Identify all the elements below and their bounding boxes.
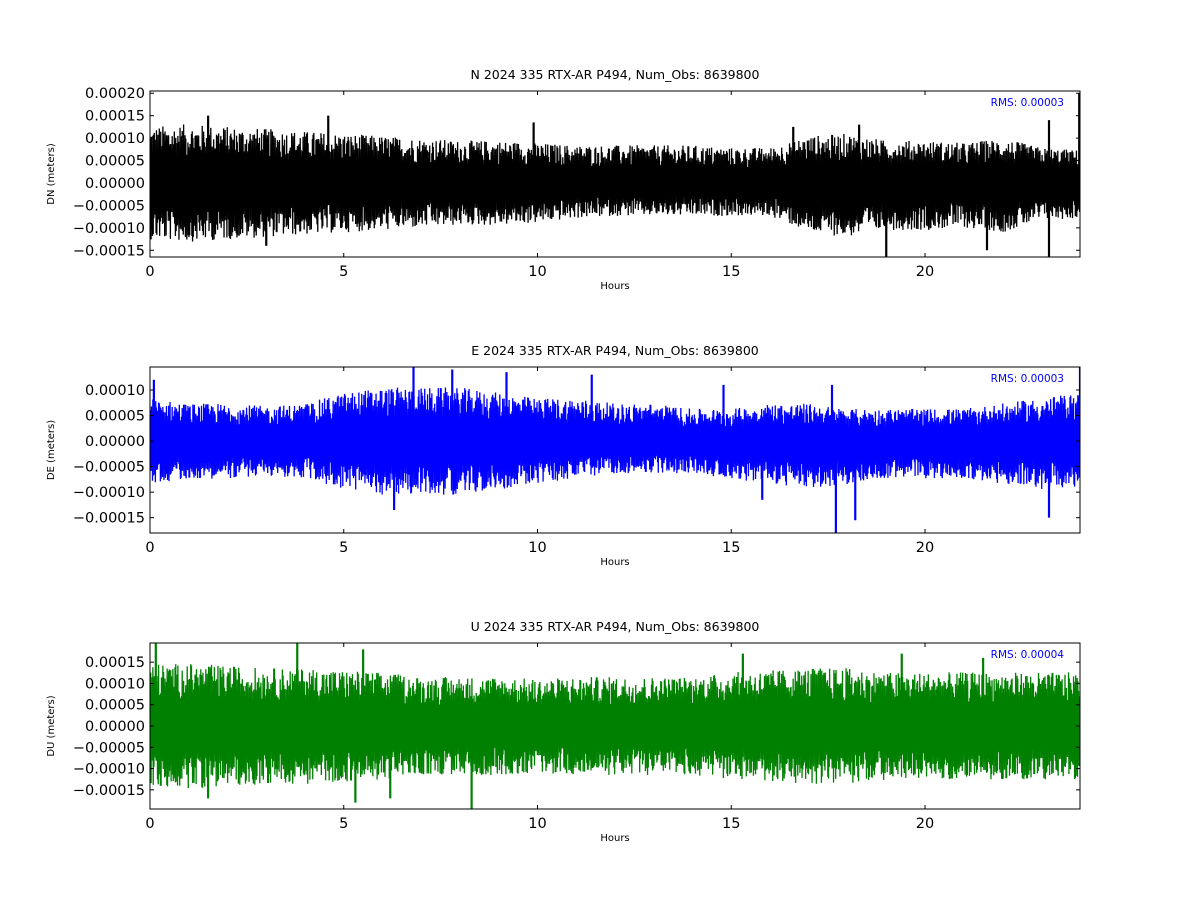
x-tick-label: 5 xyxy=(339,816,348,832)
y-tick-label: 0.00010 xyxy=(85,131,145,147)
rms-annotation: RMS: 0.00003 xyxy=(991,97,1064,109)
x-tick-label: 15 xyxy=(722,264,740,280)
y-tick-label: 0.00005 xyxy=(85,698,145,714)
x-tick-label: 10 xyxy=(528,540,546,556)
y-tick-label: 0.00010 xyxy=(85,676,145,692)
y-tick-label: −0.00005 xyxy=(73,198,145,214)
y-tick-label: 0.00005 xyxy=(85,409,145,425)
x-tick-label: 15 xyxy=(722,540,740,556)
y-tick-label: −0.00015 xyxy=(73,243,145,259)
plot-title: N 2024 335 RTX-AR P494, Num_Obs: 8639800 xyxy=(471,67,760,82)
x-tick-label: 10 xyxy=(528,264,546,280)
y-tick-label: 0.00000 xyxy=(85,719,145,735)
series-line-n xyxy=(150,124,1080,242)
plot-title: U 2024 335 RTX-AR P494, Num_Obs: 8639800 xyxy=(471,619,760,634)
spikes xyxy=(207,93,1080,257)
y-tick-label: 0.00010 xyxy=(85,383,145,399)
x-tick-label: 0 xyxy=(145,264,154,280)
x-axis-label: Hours xyxy=(600,281,629,292)
x-tick-label: 15 xyxy=(722,816,740,832)
rms-annotation: RMS: 0.00003 xyxy=(991,373,1064,385)
subplot-u: 0 5 10 15 20 −0.00015 −0.00010 −0.00005 0.00000 0… xyxy=(46,619,1081,844)
spikes xyxy=(152,367,1080,533)
x-tick-label: 20 xyxy=(916,816,934,832)
y-tick-label: −0.00010 xyxy=(73,485,145,501)
y-tick-label: −0.00005 xyxy=(73,460,145,476)
x-axis-label: Hours xyxy=(600,833,629,844)
y-tick-label: −0.00015 xyxy=(73,511,145,527)
y-tick-label: −0.00015 xyxy=(73,783,145,799)
x-tick-label: 20 xyxy=(916,264,934,280)
y-axis-label: DU (meters) xyxy=(46,695,57,756)
y-tick-label: 0.00000 xyxy=(85,434,145,450)
axes-frame xyxy=(149,366,1081,534)
y-tick-label: −0.00010 xyxy=(73,221,145,237)
subplot-e: 0 5 10 15 20 −0.00015 −0.00010 −0.00005 0.00000 0… xyxy=(46,343,1081,568)
subplot-n: 0 5 10 15 20 −0.00015 −0.00010 −0.00005 0.00000 0… xyxy=(46,67,1081,292)
axes-frame xyxy=(149,90,1081,258)
y-tick-label: 0.00020 xyxy=(85,86,145,102)
plot-title: E 2024 335 RTX-AR P494, Num_Obs: 8639800 xyxy=(471,343,759,358)
x-tick-label: 0 xyxy=(145,540,154,556)
x-tick-label: 5 xyxy=(339,264,348,280)
y-tick-label: 0.00015 xyxy=(85,109,145,125)
y-tick-label: −0.00010 xyxy=(73,762,145,778)
y-tick-label: 0.00015 xyxy=(85,655,145,671)
x-tick-label: 10 xyxy=(528,816,546,832)
y-axis-label: DE (meters) xyxy=(46,420,57,480)
x-tick-label: 5 xyxy=(339,540,348,556)
series-line-u xyxy=(150,664,1080,789)
y-axis-label: DN (meters) xyxy=(46,143,57,205)
spikes xyxy=(154,643,985,809)
x-axis-label: Hours xyxy=(600,557,629,568)
y-tick-label: 0.00005 xyxy=(85,154,145,170)
rms-annotation: RMS: 0.00004 xyxy=(991,649,1065,661)
x-tick-label: 20 xyxy=(916,540,934,556)
y-tick-label: −0.00005 xyxy=(73,740,145,756)
series-line-e xyxy=(150,387,1080,495)
x-tick-label: 0 xyxy=(145,816,154,832)
y-tick-label: 0.00000 xyxy=(85,176,145,192)
